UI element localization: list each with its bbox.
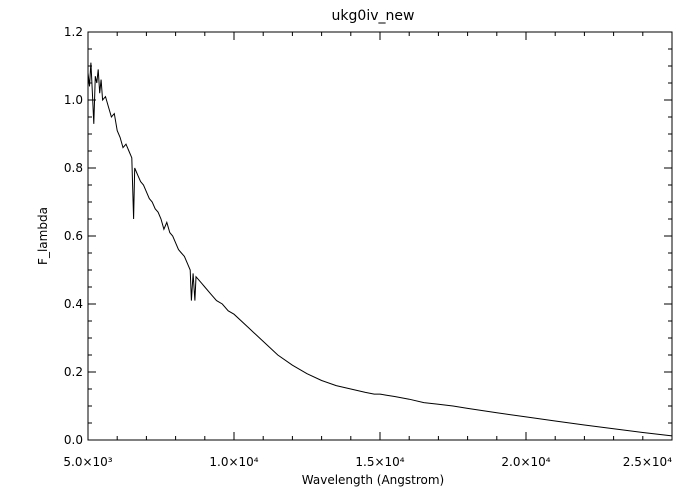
y-tick-label: 0.0 <box>64 433 83 447</box>
y-tick-label: 1.2 <box>64 25 83 39</box>
y-axis-ticks: 0.0 0.2 0.4 0.6 0.8 1.0 1.2 <box>64 25 672 447</box>
x-tick-label: 5.0×10³ <box>63 455 112 469</box>
x-tick-label: 1.0×10⁴ <box>209 455 258 469</box>
x-tick-label: 2.0×10⁴ <box>501 455 550 469</box>
y-tick-label: 1.0 <box>64 93 83 107</box>
y-axis-label: F_lambda <box>36 207 50 265</box>
chart-title: ukg0iv_new <box>332 8 415 24</box>
x-axis-ticks: 5.0×10³ 1.0×10⁴ 1.5×10⁴ 2.0×10⁴ 2.5×10⁴ <box>63 32 673 469</box>
x-tick-label: 2.5×10⁴ <box>623 455 672 469</box>
flux-series-line <box>87 62 673 437</box>
plot-frame <box>87 31 673 441</box>
y-tick-label: 0.6 <box>64 229 83 243</box>
y-tick-label: 0.8 <box>64 161 83 175</box>
y-tick-label: 0.4 <box>64 297 83 311</box>
x-axis-label: Wavelength (Angstrom) <box>302 473 444 487</box>
y-tick-label: 0.2 <box>64 365 83 379</box>
x-tick-label: 1.5×10⁴ <box>355 455 404 469</box>
